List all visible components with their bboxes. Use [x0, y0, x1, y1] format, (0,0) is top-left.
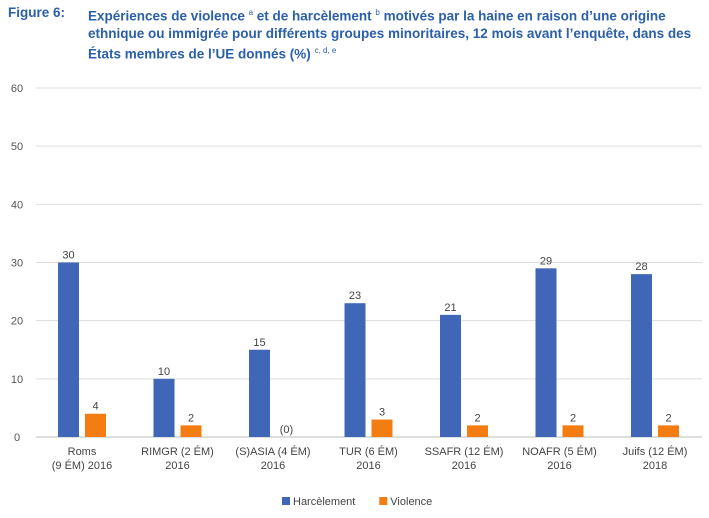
data-label: 2: [188, 412, 194, 424]
bar-harcèlement: [440, 314, 461, 437]
data-label: 21: [444, 302, 456, 314]
data-label: 28: [635, 261, 647, 273]
bar-harcèlement: [58, 262, 79, 437]
data-label: 15: [253, 337, 265, 349]
bar-violence: [467, 425, 488, 437]
x-category-label: Roms: [68, 446, 97, 458]
x-category-label: 2016: [356, 460, 380, 472]
y-tick-label: 10: [11, 374, 23, 386]
data-label: (0): [280, 424, 293, 436]
x-category-label: (9 ÉM) 2016: [52, 459, 113, 472]
data-label: 29: [540, 255, 552, 267]
legend-label: Violence: [390, 496, 432, 508]
x-category-label: 2016: [261, 460, 285, 472]
x-category-label: RIMGR (2 ÉM): [141, 445, 214, 458]
x-category-label: 2016: [452, 460, 476, 472]
x-category-label: Juifs (12 ÉM): [623, 445, 688, 458]
bar-violence: [180, 425, 202, 437]
data-label: 2: [665, 412, 671, 424]
bar-violence: [371, 419, 393, 437]
x-category-label: 2016: [165, 460, 189, 472]
x-category-label: (S)ASIA (4 ÉM): [235, 445, 310, 458]
figure-title: Expériences de violence a et de harcèlem…: [88, 8, 692, 61]
x-category-label: NOAFR (5 ÉM): [522, 445, 597, 458]
data-label: 4: [92, 401, 98, 413]
data-label: 2: [570, 412, 576, 424]
y-tick-label: 20: [11, 316, 23, 328]
x-category-label: 2016: [547, 460, 571, 472]
data-label: 2: [474, 412, 480, 424]
legend-label: Harcèlement: [293, 496, 355, 508]
y-tick-label: 60: [11, 83, 23, 95]
data-label: 3: [379, 407, 385, 419]
bar-violence: [658, 425, 679, 437]
figure-label: Figure 6:: [8, 5, 66, 20]
y-tick-label: 0: [14, 432, 20, 444]
data-label: 23: [349, 290, 361, 302]
x-category-label: TUR (6 ÉM): [339, 445, 398, 458]
y-tick-label: 40: [11, 199, 23, 211]
bar-harcèlement: [344, 303, 366, 437]
data-label: 10: [158, 366, 170, 378]
x-category-label: SSAFR (12 ÉM): [425, 445, 504, 458]
legend-swatch: [282, 497, 290, 505]
data-label: 30: [62, 250, 74, 262]
bar-violence: [562, 425, 584, 437]
y-tick-label: 30: [11, 258, 23, 270]
x-category-label: 2018: [643, 460, 667, 472]
bar-violence: [85, 413, 106, 437]
legend-swatch: [379, 497, 388, 505]
bar-harcèlement: [535, 268, 557, 437]
bar-harcèlement: [631, 274, 652, 437]
y-tick-label: 50: [11, 141, 23, 153]
bar-harcèlement: [153, 378, 175, 437]
bar-harcèlement: [249, 349, 270, 437]
